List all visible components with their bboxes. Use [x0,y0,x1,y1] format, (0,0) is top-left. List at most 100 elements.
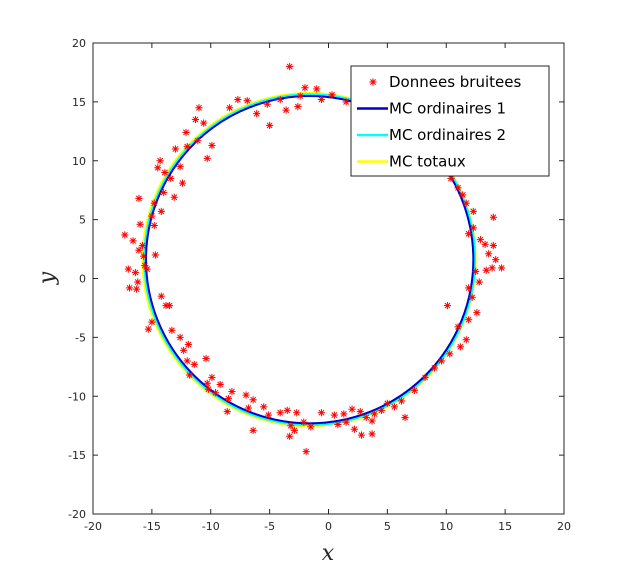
data-point [465,316,473,324]
data-point [465,230,473,238]
data-point [456,343,464,351]
legend-box [350,65,550,177]
data-point [161,168,169,177]
data-point [253,110,261,118]
x-axis-ticks: -20 -15 -10 -5 0 5 10 15 20 [84,43,571,533]
data-point [473,309,481,317]
data-point [162,301,170,310]
noisy-data-points [121,62,506,456]
data-point [154,164,162,172]
data-point [481,240,489,248]
data-point [368,417,376,425]
data-point [234,95,242,104]
data-point [157,292,165,300]
data-point [390,403,399,411]
x-tick-label: 10 [439,520,453,533]
data-point [208,373,216,382]
data-point [156,157,164,165]
data-point [168,326,176,334]
data-point [228,387,236,396]
data-point [447,174,455,183]
data-point [182,128,190,137]
data-point [286,432,294,440]
data-point [469,224,477,232]
data-point [282,106,290,114]
data-point [328,91,336,99]
data-point [443,301,452,310]
y-tick-label: -5 [75,331,86,344]
data-point [131,269,139,277]
data-point [170,193,178,201]
data-point [121,231,129,239]
data-point [290,426,298,434]
x-tick-label: -20 [84,520,102,533]
legend-item: MC ordinaires 2 [357,126,506,144]
data-point [242,391,250,399]
y-tick-label: -10 [68,390,86,403]
data-point [184,340,192,349]
x-tick-label: -10 [202,520,220,533]
x-tick-label: 15 [498,520,512,533]
y-axis-ticks: -20 -15 -10 -5 0 5 10 15 20 [68,37,564,521]
data-point [129,237,137,245]
data-point [296,92,304,100]
data-point [430,364,439,372]
data-point [143,265,151,273]
data-point [462,199,470,207]
data-point [462,336,470,344]
data-point [264,411,273,419]
x-tick-label: 20 [557,520,571,533]
data-point [224,395,233,403]
data-point [421,373,429,382]
data-point [287,422,295,430]
data-point [183,357,191,365]
data-point [185,371,194,379]
data-point [135,194,143,203]
data-point [454,184,462,192]
data-point [317,95,326,104]
data-point [368,430,376,438]
data-point [377,406,386,414]
data-point [180,346,188,354]
data-point [485,250,493,258]
data-point [362,413,370,422]
x-tick-label: 0 [325,520,332,533]
data-point [482,266,490,274]
data-point [492,256,500,264]
x-tick-label: 5 [384,520,391,533]
legend-item: MC ordinaires 1 [357,100,506,118]
data-point [469,207,477,215]
y-tick-label: 5 [79,214,86,227]
data-point [300,418,308,426]
data-point [459,191,467,199]
data-point [489,241,497,250]
data-point [342,98,350,106]
legend-label: MC ordinaires 2 [389,126,506,144]
data-point [276,95,284,104]
data-point [202,354,210,363]
data-point [203,379,211,387]
legend: Donnees bruitees MC ordinaires 1 MC ordina… [350,65,550,177]
y-tick-label: -20 [68,508,86,521]
y-tick-label: 20 [72,37,86,50]
y-tick-label: 15 [72,96,86,109]
data-point [124,265,132,273]
data-point [410,386,419,394]
data-point [148,212,156,220]
data-point [266,121,274,130]
data-point [225,104,234,112]
data-point [313,85,321,93]
data-point [317,409,326,417]
data-point [183,143,191,151]
data-point [191,115,200,124]
data-point [283,406,291,414]
data-point [211,389,220,397]
data-point [150,221,158,230]
data-point [195,104,203,112]
data-point [178,179,187,187]
data-point [125,284,134,292]
data-point [141,261,149,270]
data-point [135,246,143,254]
data-point [208,141,216,150]
data-point [350,425,359,433]
